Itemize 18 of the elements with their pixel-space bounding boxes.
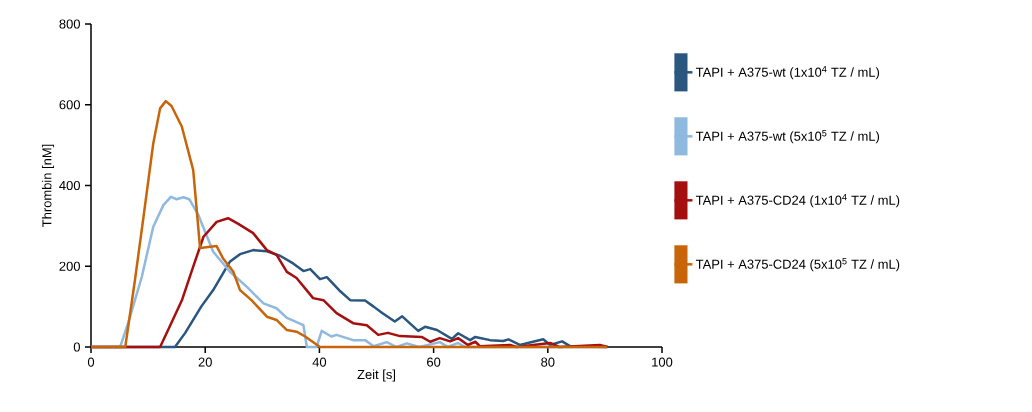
y-tick-label: 200 — [59, 261, 80, 271]
legend-label: TAPI + A375-wt (5x10$^{5}$ TZ / mL) — [695, 130, 880, 144]
x-tick-label: 60 — [427, 357, 441, 367]
legend-label: TAPI + A375-CD24 (1x10$^{4}$ TZ / mL) — [695, 194, 900, 208]
y-tick-label: 600 — [59, 100, 80, 110]
legend-label: TAPI + A375-wt (1x10$^{4}$ TZ / mL) — [695, 66, 880, 80]
y-tick-label: 400 — [59, 180, 80, 191]
y-tick-label: 0 — [73, 342, 80, 352]
x-tick-label: 100 — [652, 357, 673, 367]
x-tick-label: 40 — [312, 357, 327, 367]
y-axis-title: Thrombin [nM] — [41, 144, 55, 227]
legend-label: TAPI + A375-CD24 (5x10$^{5}$ TZ / mL) — [695, 258, 900, 272]
x-tick-label: 20 — [198, 357, 212, 367]
x-axis-title: Zeit [s] — [357, 369, 395, 382]
x-tick-label: 80 — [541, 357, 555, 367]
y-tick-label: 800 — [59, 19, 80, 29]
line-series — [89, 99, 609, 349]
x-tick-label: 0 — [87, 357, 95, 367]
